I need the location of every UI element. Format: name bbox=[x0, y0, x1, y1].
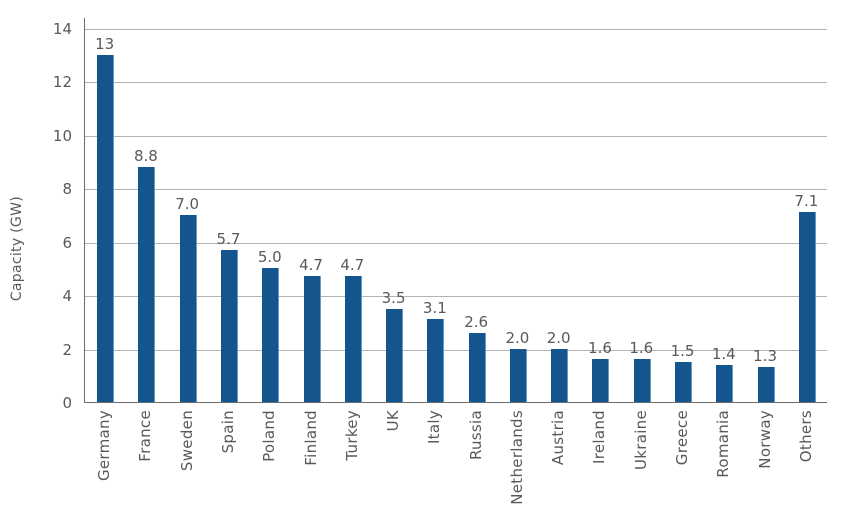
gridline-6 bbox=[85, 242, 827, 244]
x-axis-label-wrap-finland: Finland bbox=[301, 410, 321, 466]
x-axis-label-wrap-spain: Spain bbox=[218, 410, 238, 453]
x-axis-label-russia: Russia bbox=[466, 410, 485, 461]
y-axis-tick-label-8: 8 bbox=[62, 180, 72, 199]
x-axis-label-wrap-germany: Germany bbox=[95, 410, 115, 481]
y-axis-tick-label-14: 14 bbox=[52, 20, 72, 38]
bar-italy bbox=[427, 319, 445, 402]
bar-others bbox=[798, 212, 816, 402]
x-axis-label-wrap-russia: Russia bbox=[466, 410, 486, 460]
bar-germany bbox=[97, 54, 115, 402]
x-axis-label-finland: Finland bbox=[301, 410, 320, 466]
x-axis-label-wrap-romania: Romania bbox=[714, 410, 734, 478]
bar-value-label-others: 7.1 bbox=[794, 192, 819, 211]
x-axis-label-austria: Austria bbox=[549, 410, 568, 466]
gridline-8 bbox=[85, 189, 827, 191]
bar-ukraine bbox=[633, 359, 651, 402]
bar-value-label-romania: 1.4 bbox=[711, 344, 736, 363]
bar-austria bbox=[551, 348, 569, 402]
bar-value-label-germany: 13 bbox=[95, 34, 115, 53]
x-axis-label-wrap-italy: Italy bbox=[425, 410, 445, 444]
y-axis-title: Capacity (GW) bbox=[9, 196, 25, 302]
y-axis-tick-label-12: 12 bbox=[52, 73, 72, 92]
bar-france bbox=[138, 166, 156, 402]
bar-netherlands bbox=[509, 348, 527, 402]
bar-value-label-ukraine: 1.6 bbox=[629, 339, 654, 358]
x-axis-label-wrap-turkey: Turkey bbox=[342, 410, 362, 461]
x-axis-label-germany: Germany bbox=[95, 410, 114, 482]
bar-value-label-greece: 1.5 bbox=[670, 341, 695, 360]
x-axis-label-wrap-sweden: Sweden bbox=[177, 410, 197, 471]
x-axis-label-wrap-austria: Austria bbox=[549, 410, 569, 465]
x-axis-label-sweden: Sweden bbox=[177, 410, 196, 472]
bar-value-label-france: 8.8 bbox=[133, 146, 158, 165]
bar-value-label-sweden: 7.0 bbox=[175, 195, 200, 213]
bar-value-label-uk: 3.5 bbox=[381, 288, 406, 307]
bar-value-label-poland: 5.0 bbox=[257, 248, 282, 267]
x-axis-label-others: Others bbox=[796, 410, 815, 463]
bar-sweden bbox=[179, 215, 197, 402]
bar-poland bbox=[262, 268, 280, 402]
x-axis-label-turkey: Turkey bbox=[342, 410, 361, 461]
x-axis-label-wrap-greece: Greece bbox=[673, 410, 693, 465]
bar-greece bbox=[675, 361, 693, 402]
bar-value-label-norway: 1.3 bbox=[753, 347, 777, 366]
x-axis-label-wrap-netherlands: Netherlands bbox=[507, 410, 527, 505]
x-axis-label-france: France bbox=[136, 410, 155, 462]
x-axis-label-ukraine: Ukraine bbox=[631, 410, 650, 471]
bar-value-label-turkey: 4.7 bbox=[340, 256, 365, 275]
bar-value-label-finland: 4.7 bbox=[299, 256, 323, 275]
x-axis-label-spain: Spain bbox=[218, 410, 237, 454]
bar-russia bbox=[468, 332, 486, 402]
bar-finland bbox=[303, 276, 321, 402]
bar-romania bbox=[716, 364, 734, 402]
x-axis-label-greece: Greece bbox=[673, 410, 692, 466]
x-axis-label-wrap-poland: Poland bbox=[260, 410, 280, 462]
y-axis-tick-label-4: 4 bbox=[62, 287, 72, 306]
x-axis-label-poland: Poland bbox=[260, 410, 279, 462]
x-axis-label-netherlands: Netherlands bbox=[507, 410, 526, 505]
plot-area bbox=[84, 18, 827, 403]
gridline-2 bbox=[85, 349, 827, 351]
bar-norway bbox=[757, 367, 775, 402]
bar-value-label-austria: 2.0 bbox=[546, 328, 571, 347]
x-axis-label-wrap-norway: Norway bbox=[755, 410, 775, 469]
gridline-12 bbox=[85, 82, 827, 84]
y-axis-tick-label-10: 10 bbox=[52, 126, 72, 145]
x-axis-label-romania: Romania bbox=[714, 410, 733, 478]
y-axis-tick-label-2: 2 bbox=[62, 340, 72, 359]
bar-ireland bbox=[592, 359, 610, 402]
x-axis-label-norway: Norway bbox=[755, 410, 774, 469]
x-axis-label-wrap-france: France bbox=[136, 410, 156, 462]
x-axis-label-italy: Italy bbox=[425, 410, 444, 445]
y-axis-title-wrap: Capacity (GW) bbox=[9, 196, 26, 305]
bar-value-label-spain: 5.7 bbox=[216, 229, 241, 248]
x-axis-label-uk: UK bbox=[384, 410, 403, 432]
bar-turkey bbox=[344, 276, 362, 402]
bar-value-label-ireland: 1.6 bbox=[588, 339, 612, 358]
x-axis-label-wrap-ireland: Ireland bbox=[590, 410, 610, 464]
x-axis-label-wrap-others: Others bbox=[796, 410, 816, 462]
y-axis-tick-label-0: 0 bbox=[62, 394, 72, 412]
x-axis-label-wrap-ukraine: Ukraine bbox=[631, 410, 651, 470]
x-axis-label-wrap-uk: UK bbox=[384, 410, 404, 431]
bar-value-label-italy: 3.1 bbox=[422, 299, 447, 318]
bar-uk bbox=[386, 308, 404, 402]
gridline-14 bbox=[85, 29, 827, 30]
bar-value-label-russia: 2.6 bbox=[464, 312, 489, 331]
y-axis-tick-label-6: 6 bbox=[62, 233, 72, 252]
gridline-10 bbox=[85, 135, 827, 137]
x-axis-label-ireland: Ireland bbox=[590, 410, 609, 464]
gridline-4 bbox=[85, 296, 827, 298]
bar-value-label-netherlands: 2.0 bbox=[505, 328, 530, 347]
bar-spain bbox=[220, 249, 238, 402]
